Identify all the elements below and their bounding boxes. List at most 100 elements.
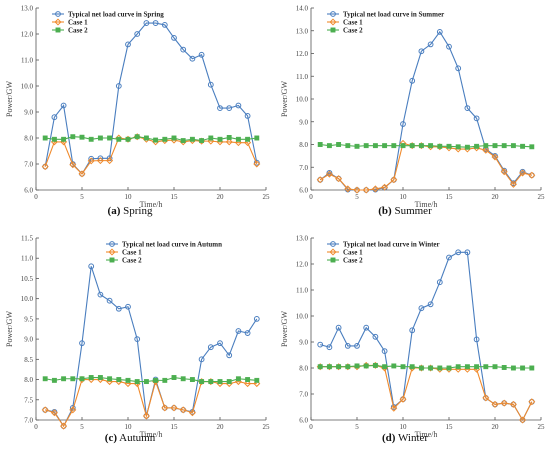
legend-marker — [108, 248, 116, 256]
x-axis-title: Time/h — [140, 430, 163, 439]
data-point — [42, 135, 48, 141]
data-point — [363, 143, 369, 149]
data-point — [473, 115, 480, 122]
y-tick-label: 7.0 — [299, 391, 308, 399]
data-point — [253, 315, 260, 322]
data-point — [180, 376, 186, 382]
series-line — [319, 30, 532, 191]
data-point — [143, 379, 149, 385]
series-2 — [316, 361, 536, 424]
data-point — [381, 183, 389, 191]
series-line — [320, 364, 532, 369]
x-tick-label: 5 — [355, 423, 359, 431]
data-point — [87, 157, 95, 165]
data-point — [134, 134, 140, 140]
data-point — [336, 364, 342, 370]
data-point — [107, 376, 113, 382]
data-point — [69, 161, 77, 169]
y-tick-label: 14.0 — [296, 5, 309, 13]
y-tick-label: 8.0 — [24, 376, 33, 384]
data-point — [78, 170, 86, 178]
data-point — [371, 185, 379, 193]
panel-caption: (c) Autumn — [105, 432, 156, 444]
data-point — [519, 169, 527, 177]
data-point — [115, 305, 122, 312]
y-tick-label: 12.0 — [21, 31, 34, 39]
data-point — [326, 170, 333, 176]
y-tick-label: 9.0 — [24, 336, 33, 344]
data-point — [153, 377, 159, 383]
caption-letter: (d) — [382, 432, 396, 444]
data-point — [79, 340, 85, 347]
x-axis-title: Time/h — [415, 200, 438, 209]
data-point — [254, 377, 260, 383]
x-tick-label: 25 — [538, 193, 546, 201]
series-line — [44, 22, 258, 175]
series-line — [44, 136, 258, 175]
data-point — [143, 20, 150, 26]
data-point — [51, 114, 58, 121]
data-point — [88, 136, 94, 142]
y-tick-label: 13.0 — [296, 27, 309, 35]
data-point — [152, 20, 159, 26]
data-point — [390, 176, 398, 184]
data-point — [207, 81, 214, 88]
series-3 — [42, 375, 260, 385]
data-point — [528, 398, 536, 406]
data-point — [390, 404, 397, 410]
legend-label: Typical net load curve in Summer — [343, 11, 444, 19]
y-tick-label: 9.0 — [24, 109, 33, 117]
data-point — [180, 138, 186, 144]
data-point — [217, 136, 223, 142]
data-point — [428, 143, 434, 149]
x-axis-title: Time/h — [415, 430, 438, 439]
data-point — [418, 143, 424, 149]
data-point — [491, 153, 499, 161]
data-point — [446, 254, 452, 261]
data-point — [97, 375, 103, 380]
y-tick-label: 9.0 — [299, 339, 308, 347]
data-point — [446, 143, 452, 149]
data-point — [41, 163, 49, 171]
x-tick-label: 5 — [80, 423, 84, 431]
data-point — [153, 137, 159, 143]
data-point — [116, 377, 122, 383]
data-point — [162, 136, 168, 142]
data-point — [436, 279, 443, 286]
data-point — [125, 136, 131, 142]
data-point — [97, 291, 104, 298]
data-point — [253, 160, 261, 168]
data-point — [134, 31, 141, 37]
data-point — [455, 65, 462, 72]
x-tick-label: 10 — [125, 193, 133, 201]
y-tick-label: 7.5 — [24, 396, 33, 404]
data-point — [106, 157, 114, 165]
data-point — [235, 136, 241, 142]
data-point — [428, 365, 434, 371]
legend-marker — [330, 257, 336, 263]
data-point — [335, 324, 342, 331]
data-point — [529, 365, 535, 371]
data-point — [244, 113, 251, 119]
series-line — [45, 136, 257, 142]
data-point — [115, 83, 122, 89]
data-point — [217, 340, 223, 347]
data-point — [483, 364, 489, 370]
data-point — [418, 48, 425, 55]
x-tick-label: 20 — [492, 423, 500, 431]
data-point — [316, 176, 324, 184]
data-point — [79, 376, 85, 382]
data-point — [198, 356, 205, 363]
data-point — [464, 364, 470, 370]
x-axis-title: Time/h — [140, 200, 163, 209]
y-tick-label: 11.0 — [296, 287, 308, 295]
legend-label: Case 1 — [343, 249, 363, 257]
legend-label: Case 2 — [68, 27, 88, 35]
caption-label: Autumn — [117, 432, 156, 444]
data-point — [363, 324, 370, 331]
data-point — [390, 404, 398, 412]
data-point — [391, 143, 397, 149]
chart-panel-4: 6.0 7.0 8.0 9.0 10.0 11.0 12.0 13.0 0 5 10 15 20 25 Ti… — [280, 235, 545, 445]
legend-label: Case 1 — [343, 19, 363, 27]
